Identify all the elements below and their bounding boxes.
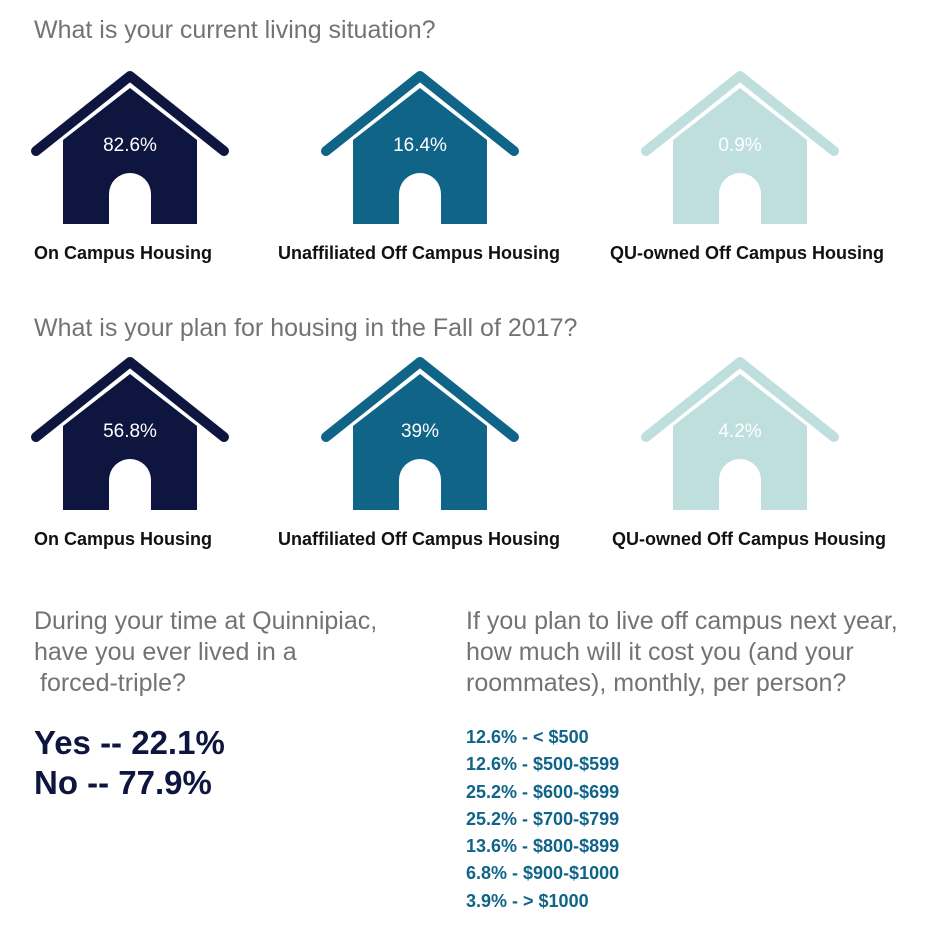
forced-triple-question-line: During your time at Quinnipiac,	[34, 607, 378, 635]
house-label: On Campus Housing	[34, 243, 213, 263]
current-living-houses: 82.6% On Campus Housing 16.4% Unaffiliated …	[0, 70, 952, 280]
house-icon	[321, 71, 519, 224]
house-body	[673, 88, 807, 224]
off-campus-cost-list: 12.6% - < $500 12.6% - $500-$599 25.2% -…	[466, 724, 619, 915]
off-campus-cost-question-line: If you plan to live off campus next year…	[466, 607, 898, 635]
house-body	[63, 88, 197, 224]
forced-triple-no-stat: No -- 77.9%	[34, 764, 212, 801]
house-body	[673, 374, 807, 510]
house-label: QU-owned Off Campus Housing	[612, 529, 886, 549]
house-percent: 0.9%	[718, 135, 762, 156]
house-roof	[641, 71, 839, 156]
house-roof	[321, 71, 519, 156]
cost-list-item: 6.8% - $900-$1000	[466, 863, 620, 884]
fall-plan-question: What is your plan for housing in the Fal…	[34, 314, 578, 342]
house-card: 4.2% QU-owned Off Campus Housing	[0, 356, 886, 566]
house-roof	[321, 357, 519, 442]
house-percent: 4.2%	[718, 421, 762, 442]
house-body	[63, 374, 197, 510]
house-label: Unaffiliated Off Campus Housing	[278, 243, 561, 263]
forced-triple-question-line: forced-triple?	[40, 669, 186, 697]
off-campus-cost-question: If you plan to live off campus next year…	[466, 606, 946, 699]
house-card: 39% Unaffiliated Off Campus Housing	[0, 356, 560, 566]
house-percent: 56.8%	[103, 421, 157, 442]
house-label: On Campus Housing	[34, 529, 213, 549]
house-card: 56.8% On Campus Housing	[0, 356, 320, 566]
house-roof	[31, 357, 229, 442]
forced-triple-question: During your time at Quinnipiac, have you…	[34, 606, 434, 699]
house-icon	[641, 71, 839, 224]
house-body	[353, 374, 487, 510]
house-percent: 39%	[400, 421, 440, 442]
cost-list-item: 3.9% - > $1000	[466, 890, 589, 911]
cost-list-item: 25.2% - $700-$799	[466, 808, 620, 829]
house-body	[353, 88, 487, 224]
fall-plan-houses: 56.8% On Campus Housing 39% Unaffiliated Of…	[0, 356, 952, 566]
house-roof	[641, 357, 839, 442]
cost-list-item: 12.6% - < $500	[466, 727, 589, 747]
forced-triple-question-line: have you ever lived in a	[34, 638, 297, 666]
cost-list-item: 25.2% - $600-$699	[466, 781, 620, 802]
house-roof	[31, 71, 229, 156]
off-campus-cost-question-line: roommates), monthly, per person?	[466, 669, 847, 697]
house-label: Unaffiliated Off Campus Housing	[278, 529, 561, 549]
cost-list-item: 12.6% - $500-$599	[466, 754, 620, 775]
off-campus-cost-question-line: how much will it cost you (and your	[466, 638, 854, 666]
house-card: 0.9% QU-owned Off Campus Housing	[0, 70, 884, 280]
house-icon	[31, 71, 229, 224]
current-living-question: What is your current living situation?	[34, 16, 436, 44]
house-icon	[31, 357, 229, 510]
house-percent: 82.6%	[103, 135, 157, 156]
house-icon	[641, 357, 839, 510]
house-label: QU-owned Off Campus Housing	[610, 243, 884, 263]
house-icon	[321, 357, 519, 510]
cost-list-item: 13.6% - $800-$899	[466, 836, 620, 857]
house-percent: 16.4%	[393, 135, 447, 156]
forced-triple-yes-stat: Yes -- 22.1%	[34, 724, 225, 761]
house-card: 16.4% Unaffiliated Off Campus Housing	[0, 70, 560, 280]
house-card: 82.6% On Campus Housing	[0, 70, 320, 280]
